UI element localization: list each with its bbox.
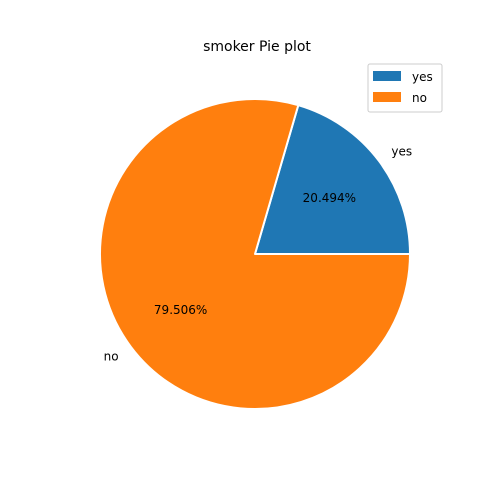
legend-label-yes: yes (412, 70, 433, 84)
pie-slices (99, 98, 411, 410)
legend-swatch-yes (373, 71, 401, 81)
slice-label-no: no (104, 349, 119, 363)
percent-label-no: 79.506% (154, 303, 207, 317)
legend-swatch-no (373, 92, 401, 102)
pie-labels: yes 20.494% no 79.506% (104, 145, 412, 364)
legend: yes no (367, 63, 443, 113)
legend-items: yes no (373, 70, 433, 105)
pie-slice-yes (254, 104, 411, 255)
legend-label-no: no (412, 91, 427, 105)
percent-label-yes: 20.494% (303, 191, 356, 205)
chart-title: smoker Pie plot (203, 39, 311, 55)
slice-label-yes: yes (391, 145, 412, 159)
pie-slice-no (99, 98, 411, 410)
